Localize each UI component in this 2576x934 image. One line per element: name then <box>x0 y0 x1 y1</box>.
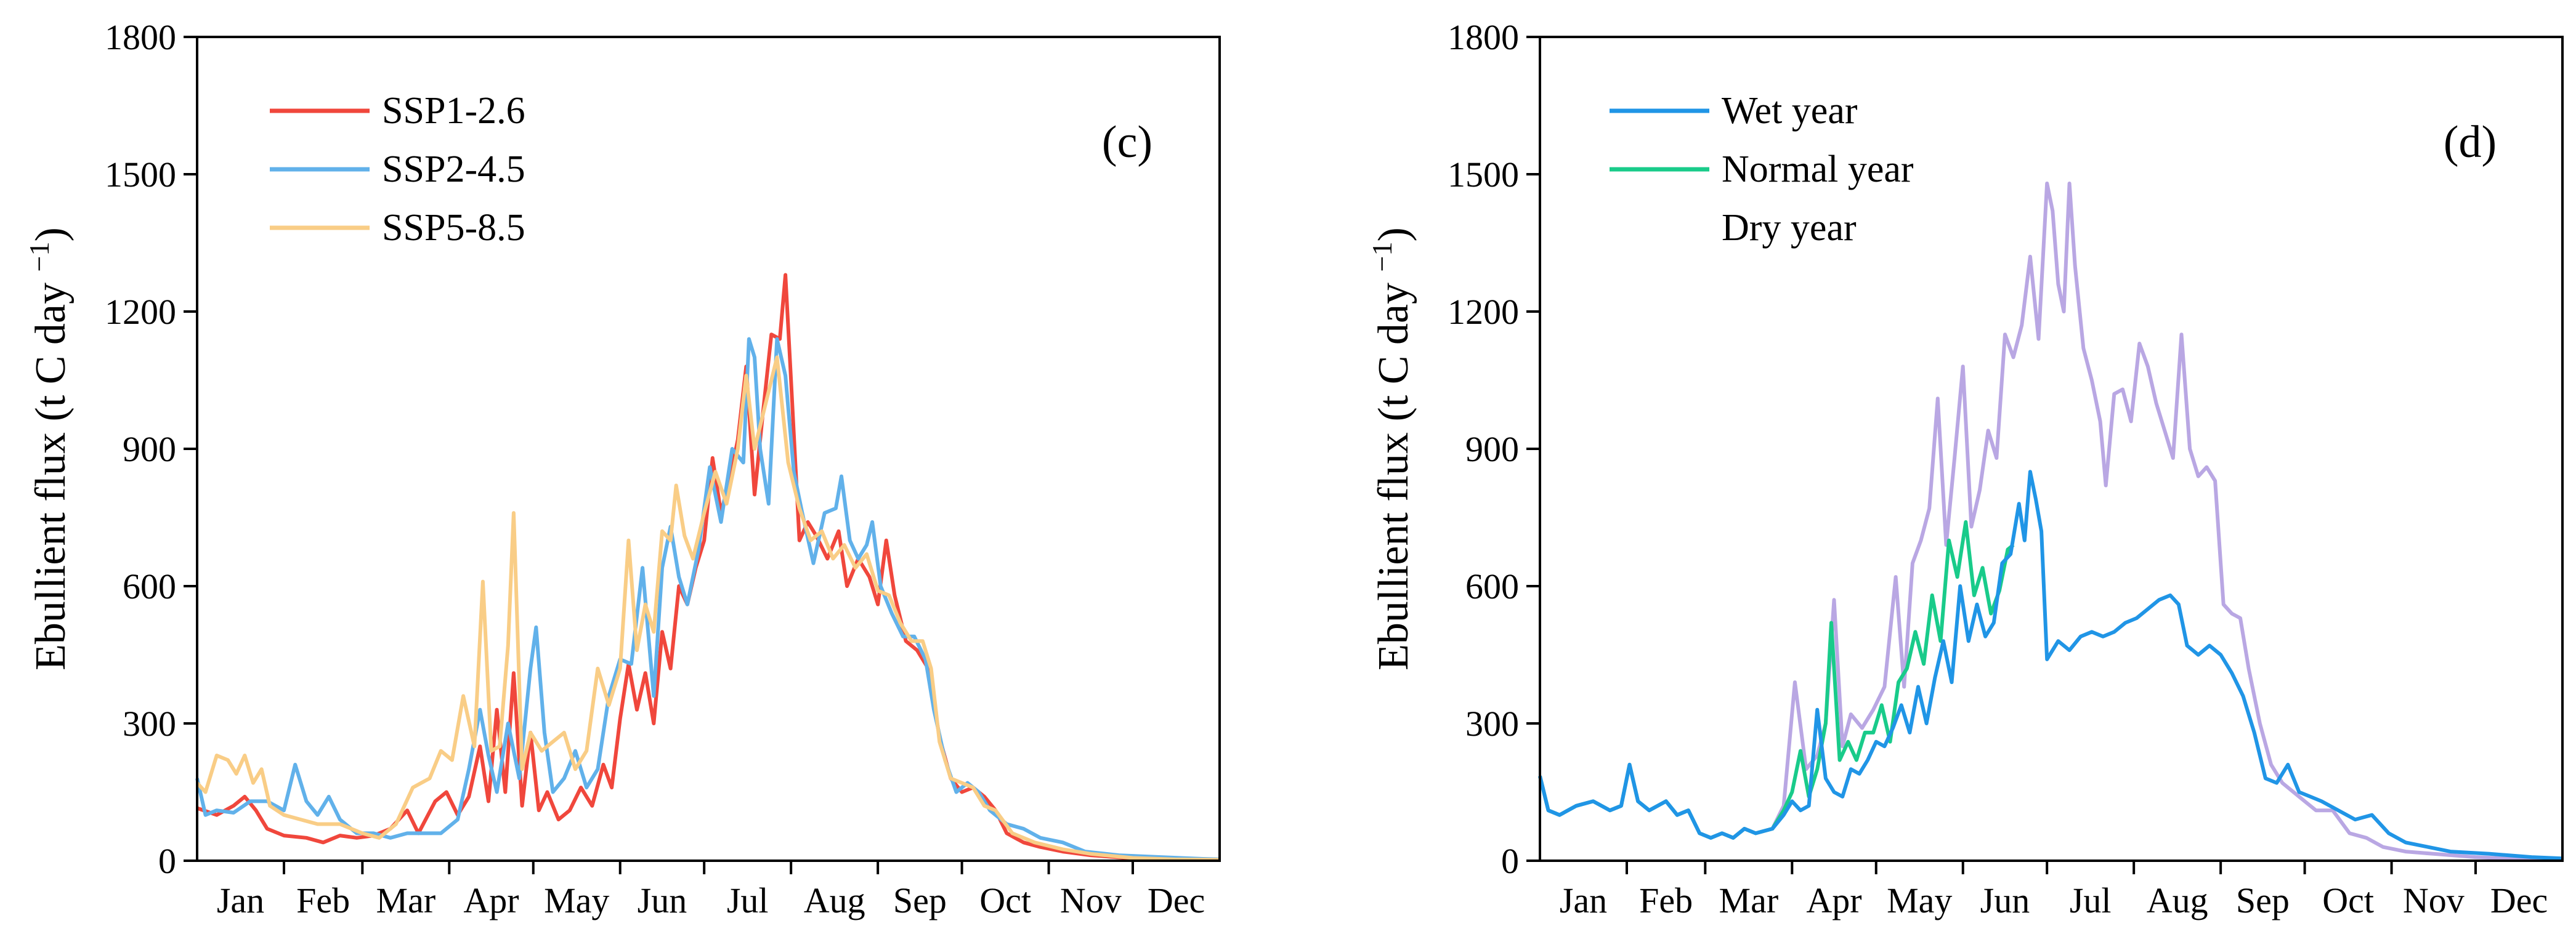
legend: Wet year Normal year Dry year <box>1610 90 1914 249</box>
x-tick-label: May <box>1887 880 1952 920</box>
y-tick-label: 1200 <box>105 292 176 332</box>
legend-label: SSP1-2.6 <box>382 90 525 132</box>
y-axis-title: Ebullient flux (t C day −1) <box>1366 227 1417 670</box>
x-tick-label: Jul <box>727 880 769 920</box>
y-tick-label: 0 <box>1501 841 1519 881</box>
x-tick-label: Jun <box>638 880 687 920</box>
x-tick-label: Oct <box>979 880 1031 920</box>
series-line-ssp2-4-5 <box>195 337 1220 861</box>
x-tick-label: Oct <box>2322 880 2374 920</box>
plot-frame <box>196 36 1221 862</box>
x-tick-label: Jan <box>1560 880 1607 920</box>
y-axis-title: Ebullient flux (t C day −1) <box>23 227 75 670</box>
chart-panel-c: 0 300 600 900 1200 1500 1800 Jan Feb Mar Apr May Jun… <box>23 17 1221 920</box>
x-tick-label: Jul <box>2070 880 2112 920</box>
y-tick-label: 0 <box>158 841 176 881</box>
x-tick-label: Nov <box>1060 880 1122 920</box>
panel-label: (c) <box>1102 117 1152 167</box>
x-tick-label: Sep <box>893 880 947 920</box>
series-line-normal-year <box>1538 520 2015 840</box>
y-tick-label: 1200 <box>1448 292 1519 332</box>
legend-label: SSP5-8.5 <box>382 207 525 249</box>
y-tick-label: 600 <box>1465 566 1519 606</box>
y-tick-label: 1800 <box>1448 17 1519 57</box>
x-tick-label: Jan <box>217 880 264 920</box>
panel-label: (d) <box>2444 117 2497 167</box>
legend-label: SSP2-4.5 <box>382 148 525 190</box>
legend-label: Normal year <box>1722 148 1914 190</box>
legend-label: Dry year <box>1722 207 1857 249</box>
y-tick-label: 600 <box>123 566 176 606</box>
x-tick-label: Dec <box>2490 880 2548 920</box>
series-line-wet-year <box>1538 470 2563 861</box>
x-tick-label: Apr <box>1806 880 1861 920</box>
x-tick-label: May <box>544 880 609 920</box>
x-tick-label: Mar <box>1719 880 1779 920</box>
x-tick-label: Dec <box>1148 880 1205 920</box>
x-tick-label: Feb <box>1639 880 1693 920</box>
x-tick-label: Nov <box>2403 880 2465 920</box>
x-tick-label: Jun <box>1980 880 2030 920</box>
y-tick-label: 900 <box>1465 429 1519 469</box>
x-tick-label: Aug <box>2147 880 2208 920</box>
plot-frame <box>1539 36 2564 862</box>
series-line-ssp1-2-6 <box>196 273 1220 862</box>
x-tick-label: Sep <box>2236 880 2290 920</box>
series-line-ssp5-8-5 <box>195 355 1220 862</box>
y-tick-label: 900 <box>123 429 176 469</box>
y-tick-label: 300 <box>1465 704 1519 744</box>
x-tick-label: Aug <box>804 880 865 920</box>
y-tick-label: 1500 <box>1448 155 1519 195</box>
x-tick-label: Apr <box>463 880 519 920</box>
y-tick-label: 1500 <box>105 155 176 195</box>
chart-panel-d: 0 300 600 900 1200 1500 1800 Jan Feb Mar Apr May Jun… <box>1366 17 2564 920</box>
x-tick-label: Feb <box>296 880 350 920</box>
y-tick-label: 1800 <box>105 17 176 57</box>
series-lines <box>195 273 1220 862</box>
legend: SSP1-2.6 SSP2-4.5 SSP5-8.5 <box>270 90 525 249</box>
legend-label: Wet year <box>1722 90 1858 132</box>
series-lines <box>1538 181 2563 861</box>
series-line-dry-year <box>1538 181 2563 861</box>
y-tick-label: 300 <box>123 704 176 744</box>
x-tick-label: Mar <box>376 880 436 920</box>
